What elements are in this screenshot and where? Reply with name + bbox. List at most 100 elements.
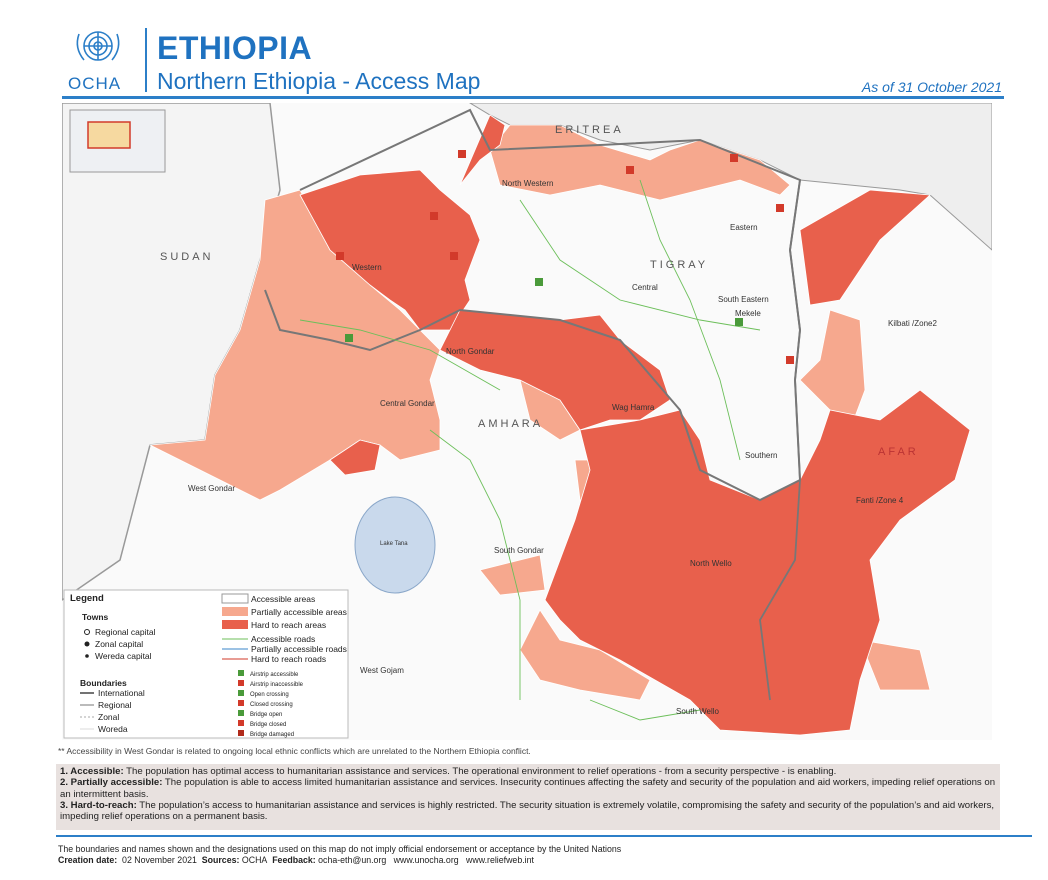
legend-label: Closed crossing [250, 702, 293, 708]
definition-term: 2. Partially accessible: [60, 777, 163, 789]
zone-label: Lake Tana [380, 541, 408, 547]
region-label: AMHARA [478, 418, 543, 430]
creation-date: 02 November 2021 [122, 855, 197, 865]
definition-term: 3. Hard-to-reach: [60, 799, 137, 811]
footer-label: Sources: [201, 855, 240, 865]
zone-label: North Wello [690, 559, 732, 568]
tigray-boundary [264, 108, 802, 502]
afar-boundary [759, 179, 801, 701]
legend-swatch [222, 620, 248, 629]
definition: 1. Accessible: The population has optima… [60, 766, 996, 777]
definitions: 1. Accessible: The population has optima… [56, 764, 1000, 830]
un-logo [76, 31, 120, 61]
legend-symbol [238, 720, 244, 726]
partial-areas [148, 124, 931, 701]
legend-box [63, 589, 349, 739]
legend-title: Legend [70, 593, 104, 604]
definition-term: 1. Accessible: [60, 766, 124, 777]
zone-label: Fanti /Zone 4 [856, 496, 904, 505]
legend-label: Accessible roads [251, 634, 315, 644]
legend-heading: Boundaries [80, 678, 127, 688]
legend-symbol [238, 690, 244, 696]
legend-label: Airstrip accessible [250, 672, 299, 678]
zone-label: Southern [745, 451, 777, 460]
zone-label: South Wello [676, 707, 720, 716]
definition-text: The population’s access to humanitarian … [60, 799, 995, 823]
legend-symbol [238, 730, 244, 736]
link: www.reliefweb.int [466, 855, 534, 865]
footer-meta: Creation date: 02 November 2021 Sources:… [58, 855, 621, 866]
legend-label: Hard to reach roads [251, 654, 326, 664]
country-label: SUDAN [160, 251, 214, 263]
lake-tana [354, 496, 436, 594]
map-title: Northern Ethiopia - Access Map [157, 68, 481, 94]
legend-label: International [98, 688, 145, 698]
legend-swatch [221, 593, 249, 604]
legend-swatch [222, 607, 248, 616]
header-rule [62, 96, 1004, 99]
legend-label: Bridge damaged [250, 732, 294, 738]
legend-label: Regional capital [95, 627, 156, 637]
separator [145, 28, 147, 92]
legend-symbol [238, 670, 244, 676]
legend-symbol [84, 629, 90, 635]
org-name: OCHA [68, 74, 122, 93]
legend-symbol [84, 641, 90, 647]
legend-symbol [238, 710, 244, 716]
sources: OCHA [241, 855, 268, 865]
roads [299, 179, 761, 721]
inset-frame [87, 121, 131, 149]
legend-label: Open crossing [250, 692, 289, 698]
legend-label: Partially accessible roads [251, 644, 347, 654]
definition: 2. Partially accessible: The population … [60, 777, 996, 800]
link: www.unocha.org [393, 855, 459, 865]
access-symbols [336, 150, 794, 364]
zone-label: Central Gondar [380, 399, 435, 408]
legend-symbol [238, 680, 244, 686]
legend-label: Bridge open [250, 712, 282, 718]
zone-label: North Western [502, 179, 553, 188]
zone-label: Wag Hamra [612, 403, 655, 412]
region-label: AFAR [878, 446, 919, 458]
zone-label: Western [352, 263, 382, 272]
legend-label: Partially accessible areas [251, 607, 347, 617]
zone-label: Central [632, 283, 658, 292]
zone-label: Mekele [735, 309, 761, 318]
country: ETHIOPIA [157, 30, 313, 66]
map-date: As of 31 October 2021 [861, 79, 1002, 95]
country-label: ERITREA [555, 124, 624, 136]
region-label: TIGRAY [650, 259, 708, 271]
legend-label: Wereda capital [95, 651, 152, 661]
zone-label: West Gondar [188, 484, 235, 493]
hard-areas [299, 114, 971, 736]
map-note: ** Accessibility in West Gondar is relat… [58, 746, 531, 756]
legend-symbol [238, 700, 244, 706]
zone-label: South Eastern [718, 295, 769, 304]
legend-label: Hard to reach areas [251, 620, 326, 630]
legend-label: Bridge closed [250, 722, 286, 728]
disclaimer: The boundaries and names shown and the d… [58, 844, 622, 854]
legend-label: Airstrip inaccessible [250, 682, 304, 688]
email: ocha-eth@un.org [318, 855, 387, 865]
legend-label: Accessible areas [251, 594, 315, 604]
zone-label: West Gojam [360, 666, 404, 675]
legend-label: Zonal [98, 712, 119, 722]
footer: The boundaries and names shown and the d… [58, 844, 621, 866]
legend-heading: Towns [82, 612, 109, 622]
definition-text: The population is able to access limited… [60, 777, 996, 800]
zone-label: Eastern [730, 223, 758, 232]
footer-label: Creation date: [58, 855, 118, 865]
legend-label: Zonal capital [95, 639, 143, 649]
zone-label: North Gondar [446, 347, 495, 356]
definition-text: The population has optimal access to hum… [126, 766, 837, 777]
footer-rule [56, 835, 1032, 837]
zone-label: Kilbati /Zone2 [888, 319, 937, 328]
legend-label: Regional [98, 700, 132, 710]
footer-label: Feedback: [272, 855, 316, 865]
map: ERITREA SUDAN TIGRAY AMHARA AFAR North W… [62, 103, 992, 740]
legend-label: Woreda [98, 724, 128, 734]
zone-label: South Gondar [494, 546, 544, 555]
open-crossings [345, 278, 743, 342]
legend-symbol [85, 654, 89, 658]
